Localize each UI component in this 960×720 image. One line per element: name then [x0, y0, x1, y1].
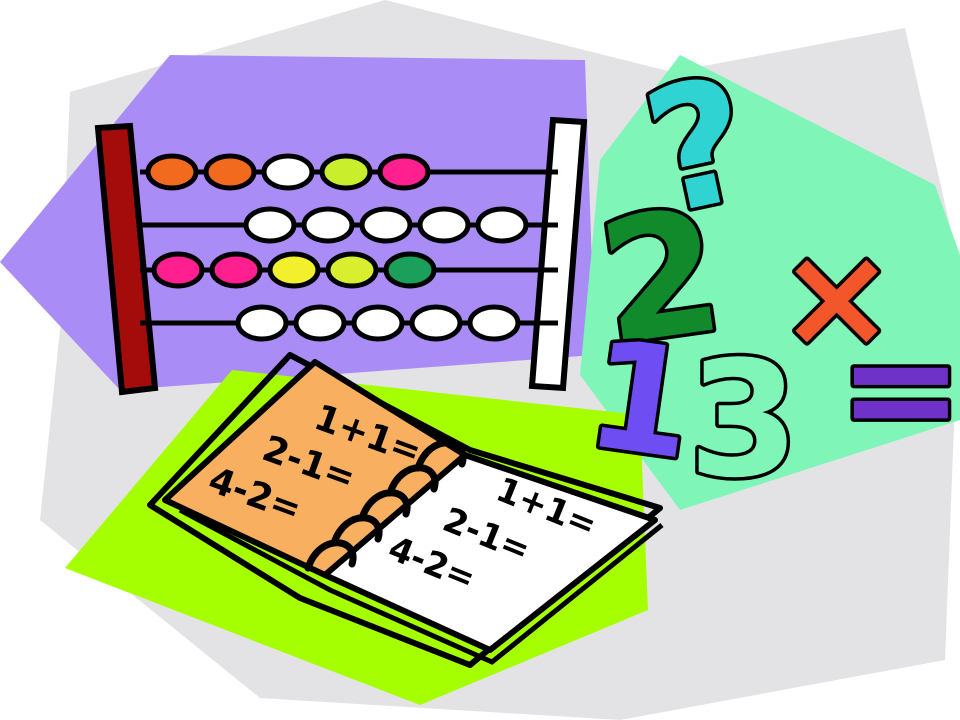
abacus-bead	[145, 153, 199, 191]
abacus-bead	[359, 206, 413, 244]
book-right-page	[322, 452, 658, 653]
open-book: 1+1= 2-1= 4-2= 1+1= 2-1= 4-2=	[147, 352, 664, 668]
abacus-bead	[151, 251, 205, 289]
abacus-bead	[243, 206, 297, 244]
abacus-bead	[319, 153, 373, 191]
book-back-cover	[147, 352, 663, 668]
abacus-bead	[409, 304, 463, 342]
abacus-bead	[383, 251, 437, 289]
equals-symbol: =	[838, 302, 960, 476]
abacus-bead	[267, 251, 321, 289]
spiral-ring	[386, 464, 439, 497]
abacus-bead	[209, 251, 263, 289]
right-page-equations: 1+1= 2-1= 4-2=	[383, 470, 603, 600]
book-page-edge	[178, 507, 664, 665]
green-background-shape	[580, 55, 960, 510]
abacus-bead	[293, 304, 347, 342]
abacus-bead	[377, 153, 431, 191]
abacus-bead	[235, 304, 289, 342]
book-spiral	[304, 439, 467, 572]
spiral-ring	[414, 439, 467, 472]
abacus-bead	[301, 206, 355, 244]
abacus-bead	[203, 153, 257, 191]
math-symbols: ? 2 × 1 3 =	[574, 37, 960, 517]
abacus-bead	[417, 206, 471, 244]
number-three-symbol: 3	[688, 326, 799, 513]
abacus-bead	[475, 206, 529, 244]
spiral-ring	[304, 539, 357, 572]
spiral-ring	[358, 489, 411, 522]
abacus-bead	[467, 304, 521, 342]
times-symbol: ×	[778, 216, 895, 379]
abacus-bead	[261, 153, 315, 191]
abacus-beads	[145, 153, 529, 342]
abacus-bead	[325, 251, 379, 289]
abacus-bead	[351, 304, 405, 342]
abacus	[94, 116, 588, 396]
spiral-ring	[330, 514, 383, 547]
